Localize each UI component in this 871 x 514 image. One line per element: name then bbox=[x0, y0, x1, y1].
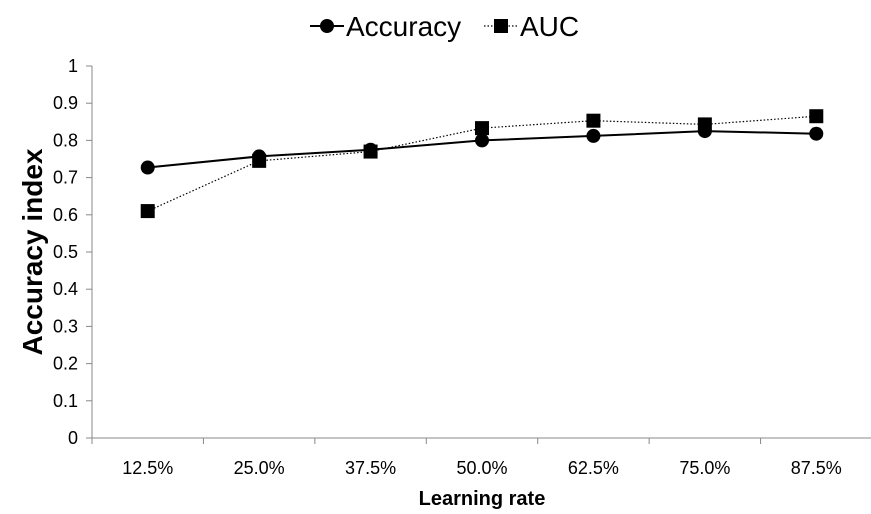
x-tick-label: 50.0% bbox=[456, 458, 507, 478]
data-point-accuracy bbox=[586, 128, 601, 143]
legend-entry-auc: AUC bbox=[484, 11, 579, 42]
legend-label: Accuracy bbox=[346, 11, 461, 42]
legend-entry-accuracy: Accuracy bbox=[310, 11, 461, 42]
legend-marker-square bbox=[494, 19, 508, 33]
data-point-auc bbox=[252, 153, 267, 168]
y-tick-label: 0.4 bbox=[53, 279, 78, 299]
y-tick-label: 0.1 bbox=[53, 391, 78, 411]
data-point-auc bbox=[697, 117, 712, 132]
y-tick-label: 0 bbox=[68, 428, 78, 448]
x-tick-label: 37.5% bbox=[345, 458, 396, 478]
y-tick-label: 0.2 bbox=[53, 354, 78, 374]
data-point-auc bbox=[140, 204, 155, 219]
legend-label: AUC bbox=[520, 11, 579, 42]
data-point-accuracy bbox=[475, 133, 489, 148]
y-tick-label: 1 bbox=[68, 56, 78, 76]
data-point-auc bbox=[586, 113, 601, 128]
y-tick-label: 0.6 bbox=[53, 205, 78, 225]
axes: 0 0.1 0.2 0.3 0.4 0.5 0.6 0.7 0.8 0.9 1 12.5% 25.0% 3… bbox=[53, 56, 871, 478]
x-axis-title: Learning rate bbox=[419, 488, 546, 510]
x-tick-label: 25.0% bbox=[234, 458, 285, 478]
legend-marker-circle bbox=[320, 19, 334, 33]
series-layer bbox=[140, 109, 824, 219]
x-tick-label: 87.5% bbox=[791, 458, 842, 478]
data-point-auc bbox=[475, 121, 489, 136]
y-tick-label: 0.7 bbox=[53, 168, 78, 188]
y-axis-title: Accuracy index bbox=[17, 148, 48, 355]
data-point-auc bbox=[809, 109, 824, 124]
legend: Accuracy AUC bbox=[310, 11, 579, 42]
x-tick-label: 62.5% bbox=[568, 458, 619, 478]
x-tick-label: 12.5% bbox=[122, 458, 173, 478]
data-point-accuracy bbox=[809, 126, 824, 141]
data-point-auc bbox=[363, 144, 378, 159]
y-tick-label: 0.9 bbox=[53, 93, 78, 113]
data-point-accuracy bbox=[140, 160, 155, 175]
y-tick-label: 0.3 bbox=[53, 316, 78, 336]
y-tick-label: 0.8 bbox=[53, 130, 78, 150]
y-tick-label: 0.5 bbox=[53, 242, 78, 262]
x-tick-label: 75.0% bbox=[679, 458, 730, 478]
